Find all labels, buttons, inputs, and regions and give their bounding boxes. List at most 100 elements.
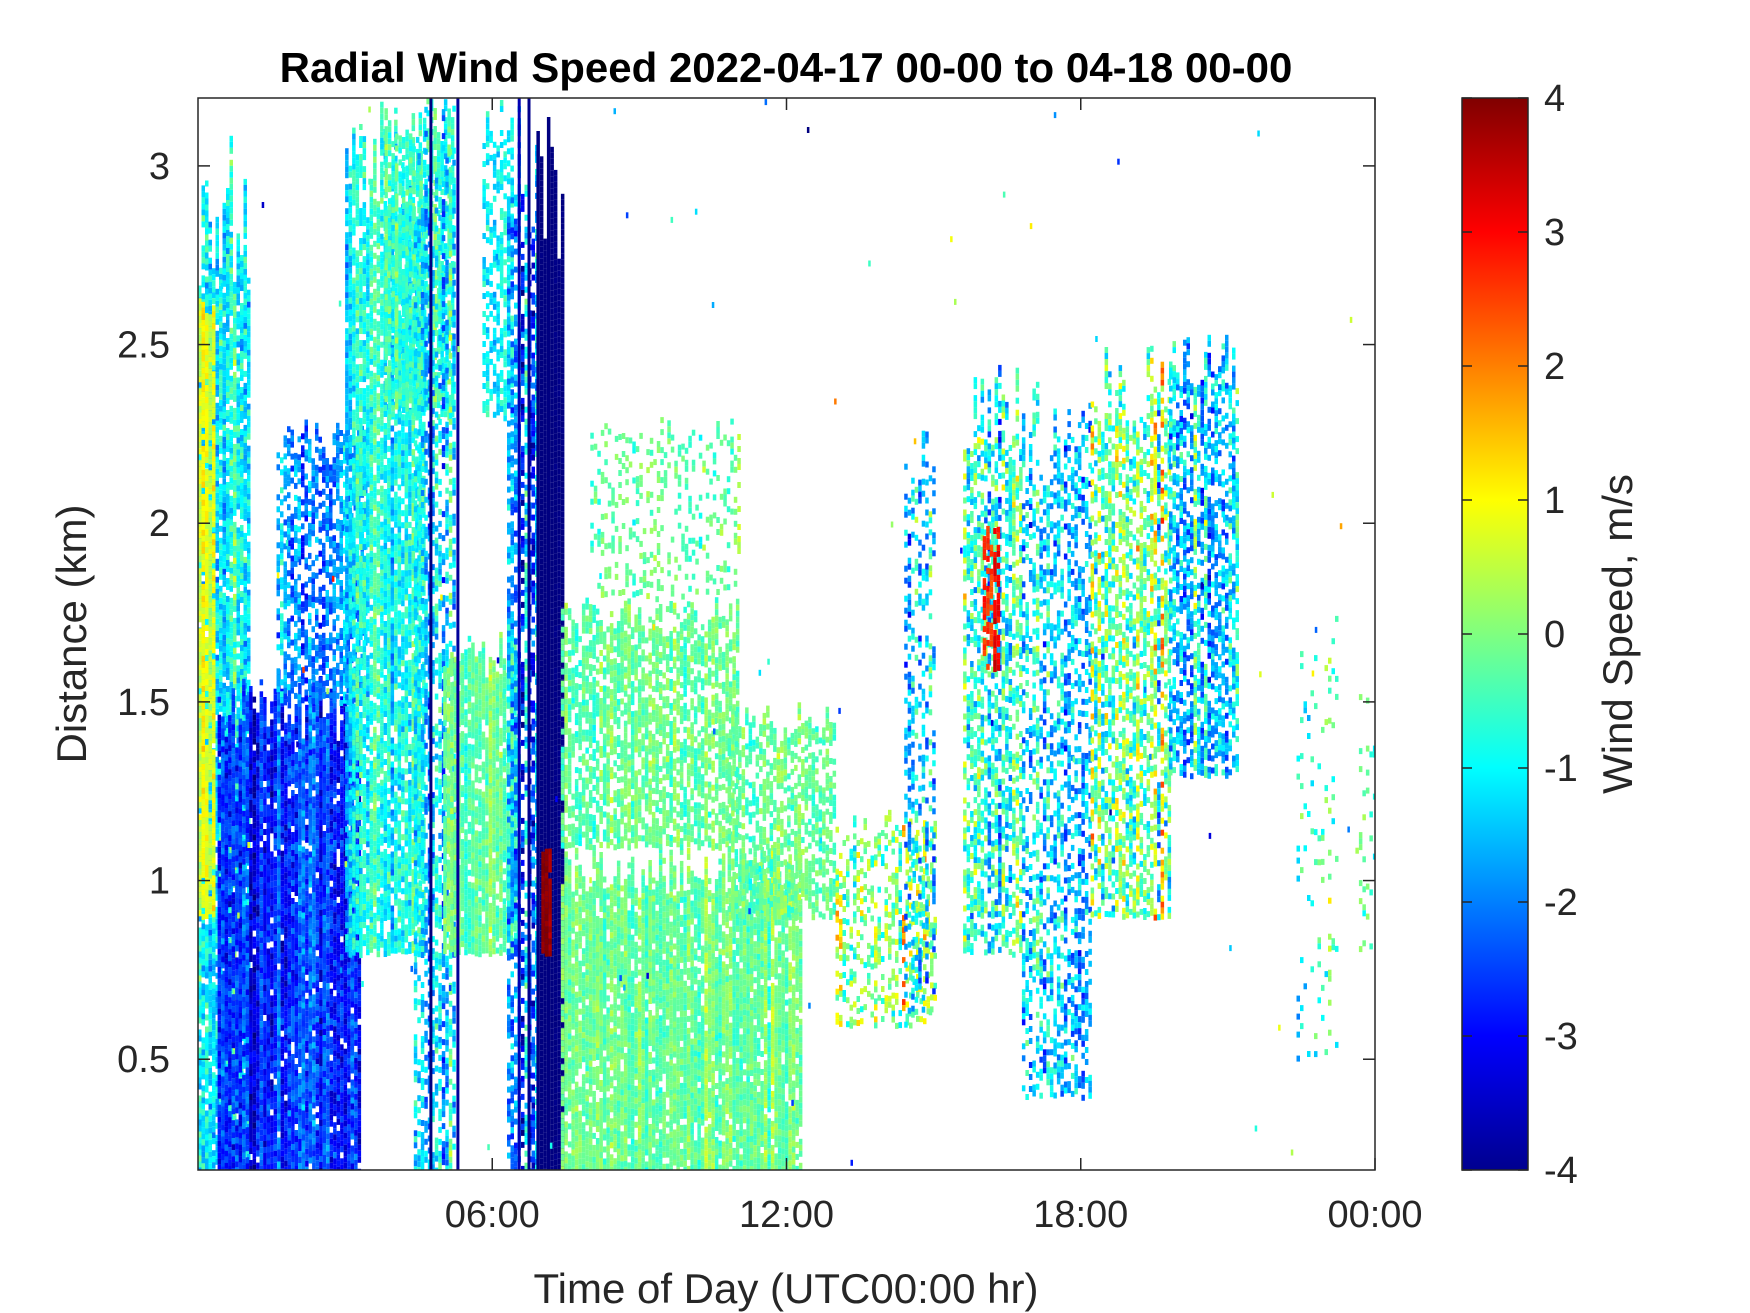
heatmap-cell (263, 751, 267, 757)
heatmap-cell (281, 839, 285, 845)
heatmap-cell (235, 1041, 239, 1047)
heatmap-cell (288, 1074, 292, 1080)
heatmap-cell (230, 628, 234, 634)
heatmap-cell (316, 1016, 320, 1022)
heatmap-cell (284, 1155, 288, 1161)
heatmap-cell (219, 352, 223, 358)
heatmap-cell (326, 1013, 330, 1019)
heatmap-cell (281, 1037, 285, 1043)
heatmap-cell (295, 818, 299, 824)
heatmap-cell (305, 849, 309, 855)
heatmap-cell (270, 995, 274, 1001)
heatmap-cell (305, 927, 309, 933)
heatmap-cell (212, 473, 216, 479)
heatmap-cell (284, 741, 288, 747)
heatmap-cell (247, 500, 251, 506)
heatmap-cell (202, 1049, 206, 1055)
heatmap-cell (309, 942, 313, 948)
heatmap-cell (232, 808, 236, 814)
heatmap-cell (309, 726, 313, 732)
heatmap-cell (212, 1102, 216, 1108)
heatmap-cell (326, 779, 330, 785)
heatmap-cell (239, 899, 243, 905)
heatmap-cell (274, 875, 278, 881)
heatmap-cell (226, 668, 230, 674)
heatmap-cell (233, 342, 237, 348)
heatmap-cell (202, 221, 206, 227)
heatmap-cell (242, 1117, 246, 1123)
heatmap-cell (319, 1150, 323, 1156)
heatmap-cell (209, 984, 213, 990)
heatmap-cell (202, 1019, 206, 1025)
heatmap-cell (228, 883, 232, 889)
heatmap-cell (244, 443, 248, 449)
heatmap-cell (256, 797, 260, 803)
heatmap-cell (319, 778, 323, 784)
heatmap-cell (246, 1157, 250, 1163)
heatmap-cell (221, 1010, 225, 1016)
heatmap-cell (316, 734, 320, 740)
heatmap-cell (216, 295, 220, 301)
heatmap-cell (316, 1166, 320, 1172)
heatmap-cell (288, 768, 292, 774)
heatmap-cell (205, 727, 209, 733)
heatmap-cell (298, 1061, 302, 1067)
heatmap-cell (242, 973, 246, 979)
heatmap-cell (253, 757, 257, 763)
heatmap-cell (228, 1135, 232, 1141)
heatmap-cell (225, 965, 229, 971)
heatmap-cell (212, 292, 216, 298)
heatmap-cell (235, 1095, 239, 1101)
heatmap-cell (244, 437, 248, 443)
heatmap-cell (291, 838, 295, 844)
heatmap-cell (212, 407, 216, 413)
heatmap-cell (295, 890, 299, 896)
heatmap-cell (218, 877, 222, 883)
heatmap-cell (228, 1117, 232, 1123)
heatmap-cell (270, 815, 274, 821)
heatmap-cell (205, 265, 209, 271)
heatmap-cell (212, 443, 216, 449)
heatmap-cell (225, 779, 229, 785)
heatmap-cell (228, 997, 232, 1003)
heatmap-cell (202, 947, 206, 953)
heatmap-cell (291, 754, 295, 760)
heatmap-cell (277, 934, 281, 940)
heatmap-cell (302, 919, 306, 925)
heatmap-cell (244, 251, 248, 257)
heatmap-cell (228, 949, 232, 955)
heatmap-cell (205, 829, 209, 835)
heatmap-cell (209, 620, 213, 626)
heatmap-cell (242, 697, 246, 703)
heatmap-cell (319, 928, 323, 934)
heatmap-cell (230, 394, 234, 400)
heatmap-cell (209, 264, 213, 270)
heatmap-cell (249, 1010, 253, 1016)
heatmap-cell (305, 1059, 309, 1065)
heatmap-cell (263, 925, 267, 931)
heatmap-cell (309, 996, 313, 1002)
heatmap-cell (288, 996, 292, 1002)
heatmap-cell (288, 846, 292, 852)
heatmap-cell (223, 251, 227, 257)
heatmap-cell (298, 839, 302, 845)
heatmap-cell (253, 1129, 257, 1135)
heatmap-cell (270, 1019, 274, 1025)
heatmap-cell (267, 895, 271, 901)
heatmap-cell (323, 1089, 327, 1095)
heatmap-cell (291, 1030, 295, 1036)
heatmap-cell (242, 895, 246, 901)
heatmap-cell (246, 1055, 250, 1061)
heatmap-cell (326, 725, 330, 731)
heatmap-cell (312, 766, 316, 772)
heatmap-cell (247, 470, 251, 476)
heatmap-cell (239, 1097, 243, 1103)
heatmap-cell (226, 368, 230, 374)
heatmap-cell (218, 967, 222, 973)
heatmap-cell (319, 958, 323, 964)
heatmap-cell (202, 434, 206, 440)
heatmap-cell (267, 775, 271, 781)
heatmap-cell (302, 871, 306, 877)
heatmap-cell (223, 329, 227, 335)
heatmap-cell (302, 775, 306, 781)
